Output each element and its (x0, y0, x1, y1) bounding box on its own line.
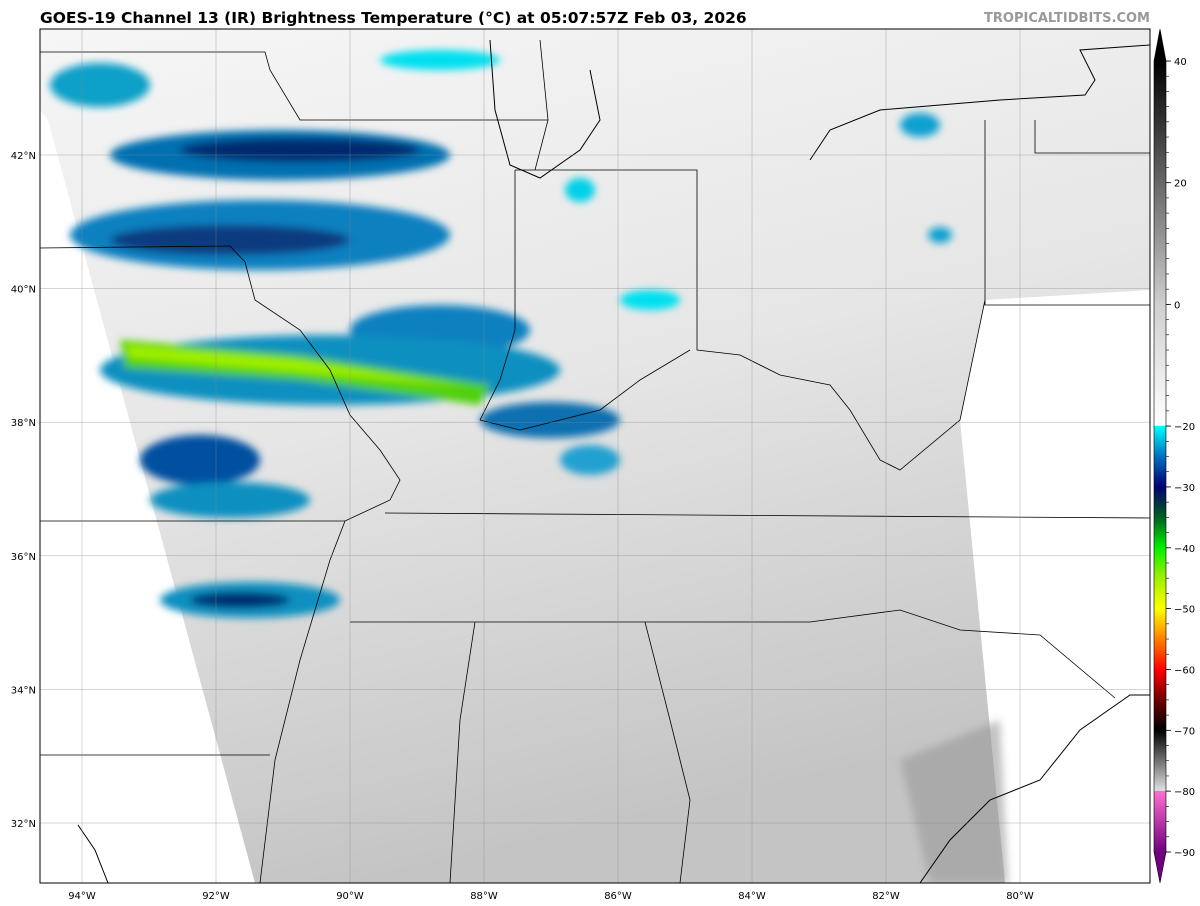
lon-tick-label: 90°W (336, 891, 364, 902)
lon-tick-label: 84°W (738, 891, 766, 902)
watermark: TROPICALTIDBITS.COM (984, 11, 1150, 26)
colorbar-tick-label: −30 (1174, 483, 1195, 494)
lat-tick-label: 38°N (11, 418, 36, 429)
longitude-labels: 94°W 92°W 90°W 88°W 86°W 84°W 82°W 80°W (68, 891, 1034, 902)
lat-tick-label: 34°N (11, 685, 36, 696)
colorbar-tick-label: −70 (1174, 726, 1195, 737)
lat-tick-label: 32°N (11, 819, 36, 830)
lon-tick-label: 82°W (872, 891, 900, 902)
lon-tick-label: 92°W (202, 891, 230, 902)
colorbar-max-arrow (1154, 29, 1166, 61)
map-frame (39, 28, 1151, 884)
colorbar-tick-label: −20 (1174, 422, 1195, 433)
map-area (40, 29, 1150, 883)
colorbar-gradient (1154, 61, 1166, 852)
colorbar-tick-label: −50 (1174, 605, 1195, 616)
colorbar-tick-label: 20 (1174, 179, 1187, 190)
lon-tick-label: 88°W (470, 891, 498, 902)
colorbar-tick-label: −90 (1174, 848, 1195, 859)
colorbar-tick-label: 40 (1174, 57, 1187, 68)
colorbar-tick-label: −60 (1174, 665, 1195, 676)
state-borders (40, 39, 1150, 883)
lat-tick-label: 40°N (11, 285, 36, 296)
lat-tick-label: 42°N (11, 151, 36, 162)
latitude-labels: 42°N 40°N 38°N 36°N 34°N 32°N (11, 151, 36, 830)
graticule (40, 29, 1150, 883)
map-title: GOES-19 Channel 13 (IR) Brightness Tempe… (40, 9, 747, 27)
colorbar-tick-label: −80 (1174, 787, 1195, 798)
lat-tick-label: 36°N (11, 552, 36, 563)
colorbar-min-arrow (1154, 852, 1166, 883)
colorbar-tick-label: −40 (1174, 544, 1195, 555)
colorbar: 40 20 0 −20 −30 −40 −50 −60 −70 −80 −90 (1153, 28, 1195, 884)
coastlines (77, 39, 1150, 883)
lon-tick-label: 94°W (68, 891, 96, 902)
lon-tick-label: 86°W (604, 891, 632, 902)
colorbar-tick-label: 0 (1174, 300, 1180, 311)
lon-tick-label: 80°W (1006, 891, 1034, 902)
